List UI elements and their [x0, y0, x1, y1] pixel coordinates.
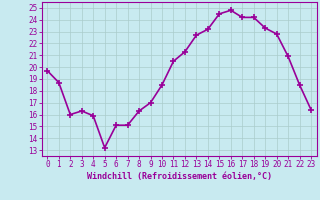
X-axis label: Windchill (Refroidissement éolien,°C): Windchill (Refroidissement éolien,°C): [87, 172, 272, 181]
